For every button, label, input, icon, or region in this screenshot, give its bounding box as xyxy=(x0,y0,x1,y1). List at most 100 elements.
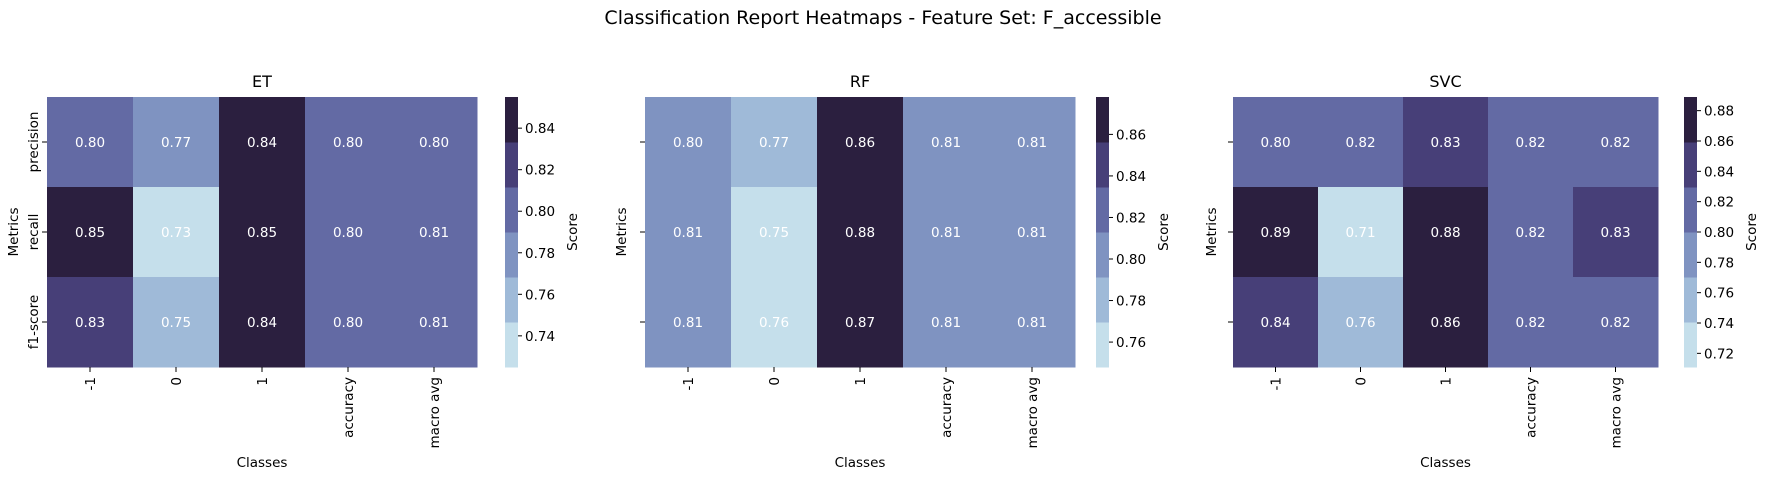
colorbar-tick-label: 0.86 xyxy=(1116,127,1146,143)
cell-value-label: 0.76 xyxy=(759,315,789,331)
heatmap-cell xyxy=(645,277,732,368)
colorbar-tick-label: 0.80 xyxy=(1704,225,1734,241)
heatmap-cell xyxy=(817,277,904,368)
heatmap-cell xyxy=(903,277,990,368)
colorbar-segment xyxy=(1684,187,1697,233)
heatmap-cell xyxy=(1488,277,1574,368)
heatmap-cell xyxy=(903,97,990,188)
heatmap-cell xyxy=(645,97,732,188)
colorbar-tick-label: 0.78 xyxy=(525,246,555,262)
colorbar-label: Score xyxy=(1744,213,1760,251)
colorbar: 0.76 0.78 0.80 0.82 0.84 0.86 Score xyxy=(1096,97,1172,368)
cell-value-label: 0.86 xyxy=(845,135,875,151)
colorbar-segment xyxy=(505,187,518,233)
colorbar-tick-label: 0.74 xyxy=(525,329,555,345)
heatmap-cell xyxy=(903,187,990,278)
cell-value-label: 0.73 xyxy=(161,225,191,241)
cell-value-label: 0.82 xyxy=(1600,315,1630,331)
cell-value-label: 0.86 xyxy=(1430,315,1460,331)
heatmap-cell xyxy=(989,187,1076,278)
cell-value-label: 0.83 xyxy=(1430,135,1460,151)
colorbar-segment xyxy=(1684,142,1697,188)
colorbar-label: Score xyxy=(565,213,581,251)
colorbar-tick-label: 0.84 xyxy=(525,121,555,137)
heatmap-cell xyxy=(391,277,478,368)
heatmap-cell xyxy=(1233,97,1319,188)
x-axis-label: Classes xyxy=(237,455,288,471)
colorbar-tick-label: 0.80 xyxy=(525,204,555,220)
heatmap-cell xyxy=(305,97,392,188)
cell-value-label: 0.80 xyxy=(333,315,363,331)
x-tick-label: 0 xyxy=(169,377,185,386)
cell-value-label: 0.88 xyxy=(845,225,875,241)
x-tick-label: macro avg xyxy=(427,377,443,448)
colorbar-tick-label: 0.76 xyxy=(1704,286,1734,302)
heatmap-cell xyxy=(47,277,134,368)
cell-value-label: 0.81 xyxy=(1017,315,1047,331)
cell-value-label: 0.80 xyxy=(333,225,363,241)
heatmap-cell xyxy=(47,97,134,188)
cell-value-label: 0.81 xyxy=(673,225,703,241)
cell-value-label: 0.85 xyxy=(75,225,105,241)
cell-value-label: 0.85 xyxy=(247,225,277,241)
cell-value-label: 0.81 xyxy=(931,135,961,151)
heatmap-cell xyxy=(1403,97,1489,188)
cell-value-label: 0.84 xyxy=(247,135,277,151)
x-axis-label: Classes xyxy=(1420,455,1471,471)
heatmap-cell xyxy=(133,187,220,278)
heatmap-cell xyxy=(1318,97,1404,188)
colorbar-label: Score xyxy=(1156,213,1172,251)
y-axis-label: Metrics xyxy=(614,207,630,256)
cell-value-label: 0.80 xyxy=(1260,135,1290,151)
heatmap-cell xyxy=(1233,187,1319,278)
colorbar-segment xyxy=(505,322,518,368)
heatmap-cell xyxy=(1318,187,1404,278)
cell-value-label: 0.77 xyxy=(161,135,191,151)
colorbar-segment xyxy=(1684,232,1697,278)
cell-value-label: 0.82 xyxy=(1515,315,1545,331)
cell-value-label: 0.80 xyxy=(419,135,449,151)
x-tick-label: -1 xyxy=(681,377,697,390)
heatmap-panels: ET0.80 0.77 0.84 0.80 0.800.85 0.73 0.85 0.80 0.… xyxy=(6,72,1760,471)
heatmap-cell xyxy=(219,187,306,278)
colorbar-tick-label: 0.82 xyxy=(525,163,555,179)
colorbar-tick-label: 0.74 xyxy=(1704,316,1734,332)
cell-value-label: 0.81 xyxy=(419,225,449,241)
heatmap-cell xyxy=(817,97,904,188)
heatmap-cell xyxy=(305,187,392,278)
x-tick-label: 1 xyxy=(853,377,869,386)
heatmap-cell xyxy=(133,277,220,368)
colorbar-segment xyxy=(1684,97,1697,143)
x-tick-label: -1 xyxy=(1269,377,1285,390)
x-tick-label: macro avg xyxy=(1025,377,1041,448)
panel-title: SVC xyxy=(1429,72,1461,91)
colorbar-tick-label: 0.72 xyxy=(1704,346,1734,362)
colorbar-tick-label: 0.76 xyxy=(1116,335,1146,351)
cell-value-label: 0.80 xyxy=(673,135,703,151)
heatmap-cell xyxy=(391,187,478,278)
heatmap-cell xyxy=(47,187,134,278)
cell-value-label: 0.89 xyxy=(1260,225,1290,241)
heatmap-panel-et: ET0.80 0.77 0.84 0.80 0.800.85 0.73 0.85 0.80 0.… xyxy=(6,72,581,471)
colorbar-segment xyxy=(505,142,518,188)
heatmap-cell xyxy=(1488,97,1574,188)
colorbar-segment xyxy=(1096,187,1109,233)
colorbar-segment xyxy=(1096,232,1109,278)
colorbar-tick-label: 0.84 xyxy=(1704,164,1734,180)
heatmap-cell xyxy=(817,187,904,278)
cell-value-label: 0.82 xyxy=(1600,135,1630,151)
x-tick-label: -1 xyxy=(83,377,99,390)
heatmap-cell xyxy=(731,187,818,278)
cell-value-label: 0.81 xyxy=(1017,225,1047,241)
heatmap-cell xyxy=(989,97,1076,188)
x-tick-label: 0 xyxy=(1354,377,1370,386)
y-tick-label: f1-score xyxy=(26,295,42,350)
cell-value-label: 0.76 xyxy=(1345,315,1375,331)
colorbar-segment xyxy=(505,97,518,143)
cell-value-label: 0.80 xyxy=(333,135,363,151)
colorbar-segment xyxy=(1096,277,1109,323)
colorbar-segment xyxy=(1096,322,1109,368)
x-tick-label: accuracy xyxy=(341,377,357,438)
